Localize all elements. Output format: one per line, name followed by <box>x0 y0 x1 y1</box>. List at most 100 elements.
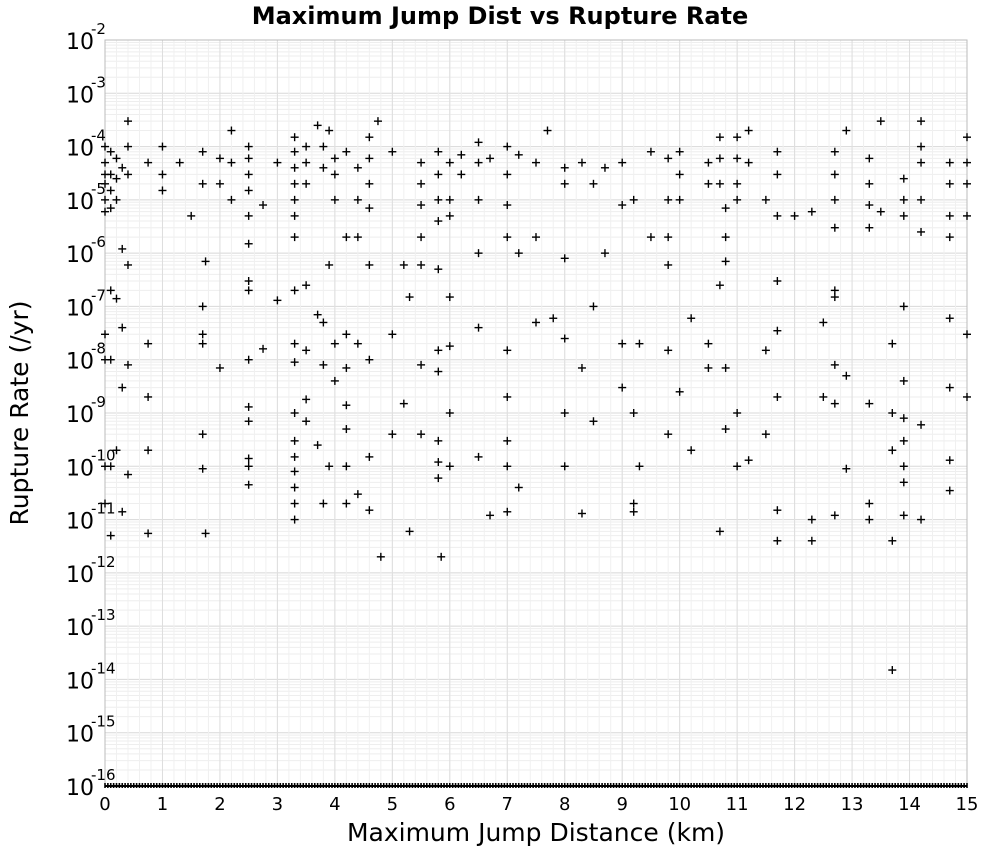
data-point <box>123 170 132 179</box>
x-tick-label: 12 <box>783 794 806 815</box>
data-point <box>273 158 282 167</box>
data-point <box>888 409 897 417</box>
data-point <box>227 195 236 204</box>
data-point <box>819 392 828 401</box>
data-point <box>773 506 782 515</box>
y-tick-label: 10 <box>66 190 94 215</box>
data-point <box>560 179 569 188</box>
data-point <box>899 211 908 220</box>
data-point <box>744 158 753 167</box>
y-tick-exponent: -7 <box>91 286 106 304</box>
data-point <box>675 195 684 204</box>
data-point <box>865 515 874 524</box>
data-point <box>577 158 586 167</box>
data-point <box>733 462 742 471</box>
data-point <box>437 552 446 561</box>
data-point <box>675 170 684 179</box>
data-point <box>244 211 253 220</box>
data-point <box>629 195 638 204</box>
data-point <box>158 142 167 151</box>
y-tick-exponent: -14 <box>91 659 116 677</box>
data-point <box>945 456 954 465</box>
data-point <box>353 490 362 499</box>
data-point <box>101 158 109 167</box>
data-point <box>945 211 954 220</box>
data-point <box>560 409 569 417</box>
data-point <box>704 363 713 372</box>
y-tick-label: 10 <box>66 137 94 162</box>
data-point <box>664 233 673 242</box>
data-point <box>704 179 713 188</box>
data-point <box>445 158 454 167</box>
data-point <box>417 158 426 167</box>
data-point <box>514 249 523 258</box>
data-point <box>807 515 816 524</box>
data-point <box>290 339 299 348</box>
data-point <box>865 399 874 408</box>
data-point <box>733 409 742 417</box>
data-point <box>629 409 638 417</box>
data-point <box>330 154 339 163</box>
data-point <box>405 527 414 536</box>
data-point <box>434 458 443 467</box>
data-point <box>365 260 374 269</box>
data-point <box>198 339 207 348</box>
data-point <box>342 330 351 339</box>
y-tick-label: 10 <box>66 243 94 268</box>
data-point <box>865 154 874 163</box>
data-point <box>773 170 782 179</box>
data-point <box>474 158 483 167</box>
y-tick-label: 10 <box>66 456 94 481</box>
data-point <box>106 170 115 179</box>
data-point <box>198 430 207 439</box>
data-point <box>830 195 839 204</box>
y-tick-exponent: -4 <box>91 127 106 145</box>
y-tick-label: 10 <box>66 669 94 694</box>
data-point <box>353 233 362 242</box>
x-tick-labels: 0 1 2 3 4 5 6 7 8 9 10 11 12 13 14 15 <box>99 794 978 815</box>
data-point <box>773 326 782 335</box>
data-point <box>629 507 638 516</box>
x-tick-label: 6 <box>444 794 455 815</box>
x-tick-label: 3 <box>272 794 283 815</box>
data-point <box>106 147 115 156</box>
x-tick-label: 14 <box>898 794 921 815</box>
data-point <box>106 462 115 471</box>
data-point <box>342 425 351 434</box>
data-point <box>302 142 311 151</box>
y-tick-exponent: -5 <box>91 180 106 198</box>
data-point <box>899 462 908 471</box>
data-point <box>215 179 224 188</box>
data-point <box>664 195 673 204</box>
data-point <box>830 147 839 156</box>
y-tick-label: 10 <box>66 350 94 375</box>
data-point <box>342 499 351 508</box>
y-tick-exponent: -9 <box>91 393 106 411</box>
data-point <box>474 452 483 461</box>
x-tick-label: 5 <box>387 794 398 815</box>
data-point <box>503 170 512 179</box>
y-tick-label: 10 <box>66 30 94 55</box>
y-tick-label: 10 <box>66 563 94 588</box>
data-point <box>888 339 897 348</box>
data-point <box>945 314 954 323</box>
data-point <box>773 147 782 156</box>
data-point <box>118 244 127 253</box>
data-point <box>244 239 253 248</box>
data-point <box>112 294 121 303</box>
data-point <box>417 260 426 269</box>
data-point <box>503 436 512 445</box>
data-point <box>319 318 328 327</box>
data-point <box>917 515 926 524</box>
y-tick-exponent: -10 <box>91 446 116 464</box>
y-tick-label: 10 <box>66 83 94 108</box>
data-point <box>445 293 454 302</box>
data-point <box>917 420 926 429</box>
y-tick-exponent: -16 <box>91 766 116 784</box>
data-point <box>876 207 885 216</box>
data-point <box>244 286 253 295</box>
data-point <box>618 201 627 210</box>
data-point <box>106 186 115 195</box>
data-point <box>899 195 908 204</box>
data-point <box>244 454 253 463</box>
